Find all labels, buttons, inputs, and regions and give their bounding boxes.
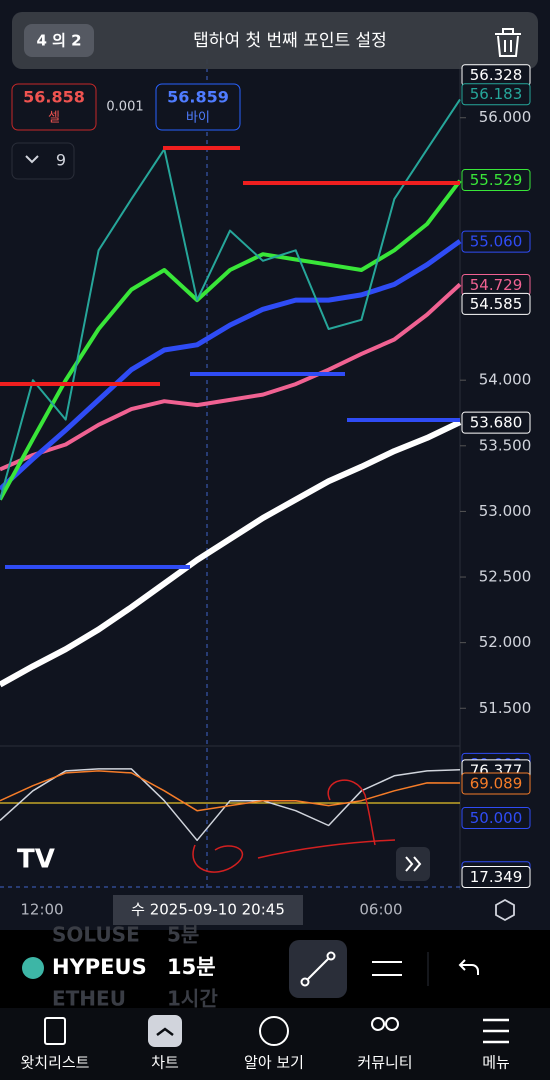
price-tag <box>461 411 531 434</box>
price-tag-label: 56.183 <box>470 85 523 103</box>
sell-label: 셀 <box>48 111 60 126</box>
nav-label[interactable]: 왓치리스트 <box>20 1054 89 1072</box>
sell-button[interactable] <box>11 83 97 131</box>
drawings <box>0 146 460 873</box>
undo-icon[interactable] <box>458 959 479 975</box>
y-tick-label: 52.000 <box>479 633 532 651</box>
toolbar <box>0 930 550 1008</box>
price-tag-label: 54.585 <box>470 295 523 313</box>
interval[interactable]: 15분 <box>167 955 216 979</box>
price-tag-label: 54.729 <box>470 276 523 294</box>
price-tag-label: 50.000 <box>470 809 523 827</box>
x-tick-label: 12:00 <box>20 901 63 919</box>
hint-title: 탭하여 첫 번째 포인트 설정 <box>193 31 387 51</box>
symbol[interactable]: HYPEUS <box>52 955 147 979</box>
symbol-icon <box>22 957 44 979</box>
nav-icon <box>148 1015 182 1047</box>
y-tick-label: 56.000 <box>479 108 532 126</box>
y-tick-label: 54.000 <box>479 371 532 389</box>
buy-price: 56.859 <box>167 88 229 107</box>
chevron <box>25 155 39 164</box>
symbol-ghost: SOLUSE <box>52 923 140 947</box>
series-line <box>0 419 462 688</box>
series-line <box>0 239 462 491</box>
indicator-toggle[interactable] <box>11 142 75 180</box>
series-line <box>0 282 462 472</box>
series-line <box>0 98 461 500</box>
buy-label: 바이 <box>186 111 210 126</box>
price-tag-label: 55.529 <box>470 171 523 189</box>
price-tag <box>461 169 531 192</box>
y-tick-label: 53.000 <box>479 502 532 520</box>
buy-button[interactable] <box>155 83 241 131</box>
nav-label[interactable]: 차트 <box>151 1054 179 1072</box>
nav-icon <box>259 1016 289 1046</box>
chart-bg <box>0 0 550 930</box>
hint-bar <box>12 12 538 69</box>
series-line <box>0 770 461 812</box>
y-tick-label: 51.500 <box>479 699 532 717</box>
price-tag-label: 56.328 <box>470 66 523 84</box>
trash-icon[interactable] <box>495 28 521 57</box>
settings-tool[interactable] <box>372 961 402 976</box>
y-tick-label: 53.500 <box>479 436 532 454</box>
spread: 0.001 <box>106 100 143 115</box>
nav-label[interactable]: 알아 보기 <box>244 1054 304 1072</box>
interval-ghost: 5분 <box>167 923 199 947</box>
settings-icon[interactable] <box>495 898 515 922</box>
series-line <box>0 768 461 842</box>
price-tag <box>461 772 531 795</box>
y-tick-label: 52.500 <box>479 568 532 586</box>
line-tool-icon <box>304 955 332 983</box>
price-tag <box>461 807 531 830</box>
crosshair-label: 수 2025-09-10 20:45 <box>131 901 285 919</box>
scroll-icon <box>405 856 422 872</box>
plot <box>0 98 466 842</box>
price-tag-label: 55.060 <box>470 233 523 251</box>
nav-label[interactable]: 커뮤니티 <box>357 1054 412 1072</box>
price-tag-label: 53.680 <box>470 414 523 432</box>
counter-box <box>24 24 94 57</box>
logo: TV <box>17 845 55 875</box>
nav-icon <box>483 1018 509 1044</box>
price-tag <box>461 866 531 889</box>
counter: 4 의 2 <box>36 32 81 50</box>
interval-ghost: 1시간 <box>167 987 218 1011</box>
price-tag <box>461 292 531 315</box>
sell-price: 56.858 <box>23 88 85 107</box>
indicator-count: 9 <box>56 151 66 170</box>
price-tag-label: 69.089 <box>470 775 523 793</box>
crosshair-label-box <box>113 895 303 925</box>
nav-label[interactable]: 메뉴 <box>482 1054 510 1072</box>
x-tick-label: 06:00 <box>359 901 402 919</box>
nav-icon <box>371 1017 385 1031</box>
price-tag <box>461 230 531 253</box>
price-tag-label: 17.349 <box>470 868 523 886</box>
symbol-ghost: ETHEU <box>52 987 126 1011</box>
nav-icon <box>44 1017 66 1045</box>
price-tag <box>461 83 531 106</box>
